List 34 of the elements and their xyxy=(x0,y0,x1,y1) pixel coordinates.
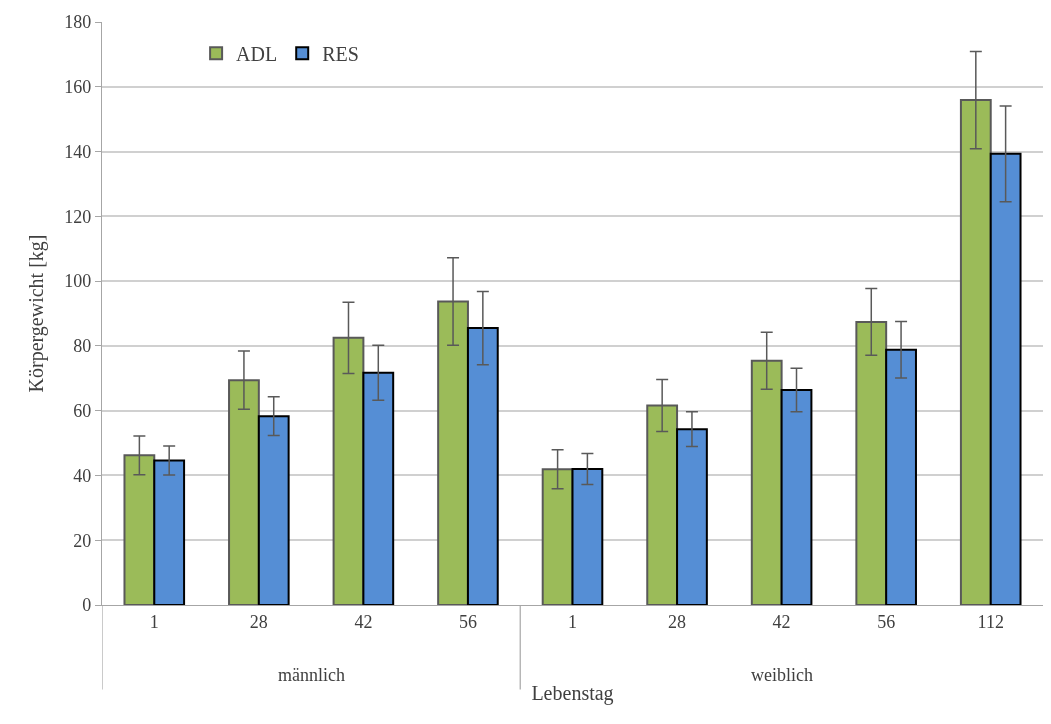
bar xyxy=(780,388,813,605)
x-tick-label: 112 xyxy=(977,611,1004,632)
y-tick-label: 140 xyxy=(64,141,92,162)
x-tick-label: 28 xyxy=(668,611,687,632)
x-tick-label: 28 xyxy=(249,611,268,632)
bar xyxy=(989,152,1022,605)
y-tick-label: 180 xyxy=(64,12,92,33)
y-tick-label: 80 xyxy=(73,336,92,357)
bar xyxy=(362,371,395,605)
x-tick-label: 56 xyxy=(877,611,896,632)
y-tick-label: 20 xyxy=(73,530,92,551)
x-tick-label: 1 xyxy=(149,611,159,632)
x-tick-label: 56 xyxy=(458,611,477,632)
bar xyxy=(466,327,499,605)
bar xyxy=(571,467,604,605)
x-axis-title: Lebenstag xyxy=(531,682,614,706)
x-tick-label: 42 xyxy=(772,611,791,632)
legend-label: ADL xyxy=(236,42,278,65)
bar xyxy=(885,348,917,605)
bar xyxy=(153,459,186,605)
y-tick-label: 160 xyxy=(64,77,92,98)
y-axis-title: Körpergewicht [kg] xyxy=(24,234,48,393)
text: weiblich xyxy=(751,665,813,685)
y-tick-label: 100 xyxy=(64,271,92,292)
bar xyxy=(257,415,290,605)
x-tick-label: 42 xyxy=(354,611,373,632)
y-tick-label: 40 xyxy=(73,465,92,486)
text: männlich xyxy=(278,665,345,685)
y-tick-label: 0 xyxy=(82,595,92,616)
y-tick-label: 60 xyxy=(73,400,92,421)
legend-label: RES xyxy=(322,42,359,65)
x-tick-label: 1 xyxy=(568,611,577,632)
bar xyxy=(676,428,708,605)
y-tick-label: 120 xyxy=(64,206,92,227)
